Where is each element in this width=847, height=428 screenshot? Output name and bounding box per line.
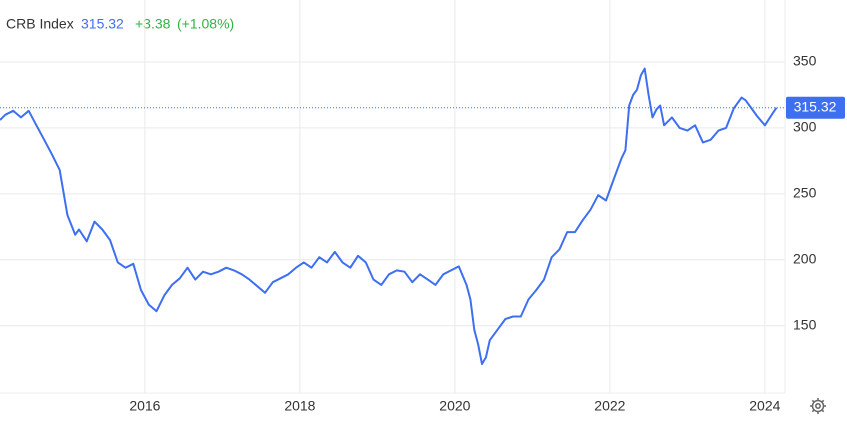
settings-icon[interactable] <box>810 398 826 414</box>
gear-hub <box>815 403 821 409</box>
gear-ring <box>811 399 825 413</box>
x-tick-label: 2018 <box>284 398 315 414</box>
last-value-label: 315.32 <box>794 98 837 114</box>
y-tick-label: 250 <box>793 185 817 201</box>
y-tick-label: 200 <box>793 251 817 267</box>
x-tick-label: 2022 <box>594 398 625 414</box>
header-last-value: 315.32 <box>81 16 124 32</box>
header-change-percent: (+1.08%) <box>177 16 234 32</box>
y-tick-label: 150 <box>793 316 817 332</box>
last-value-box <box>786 96 845 119</box>
chart-title: CRB Index <box>6 16 74 32</box>
x-tick-label: 2016 <box>129 398 160 414</box>
y-tick-label: 300 <box>793 119 817 135</box>
y-tick-label: 350 <box>793 53 817 69</box>
x-tick-label: 2020 <box>439 398 470 414</box>
x-tick-label: 2024 <box>749 398 780 414</box>
gear-teeth <box>810 398 826 414</box>
price-line <box>0 67 778 365</box>
header-change: +3.38 <box>135 16 171 32</box>
